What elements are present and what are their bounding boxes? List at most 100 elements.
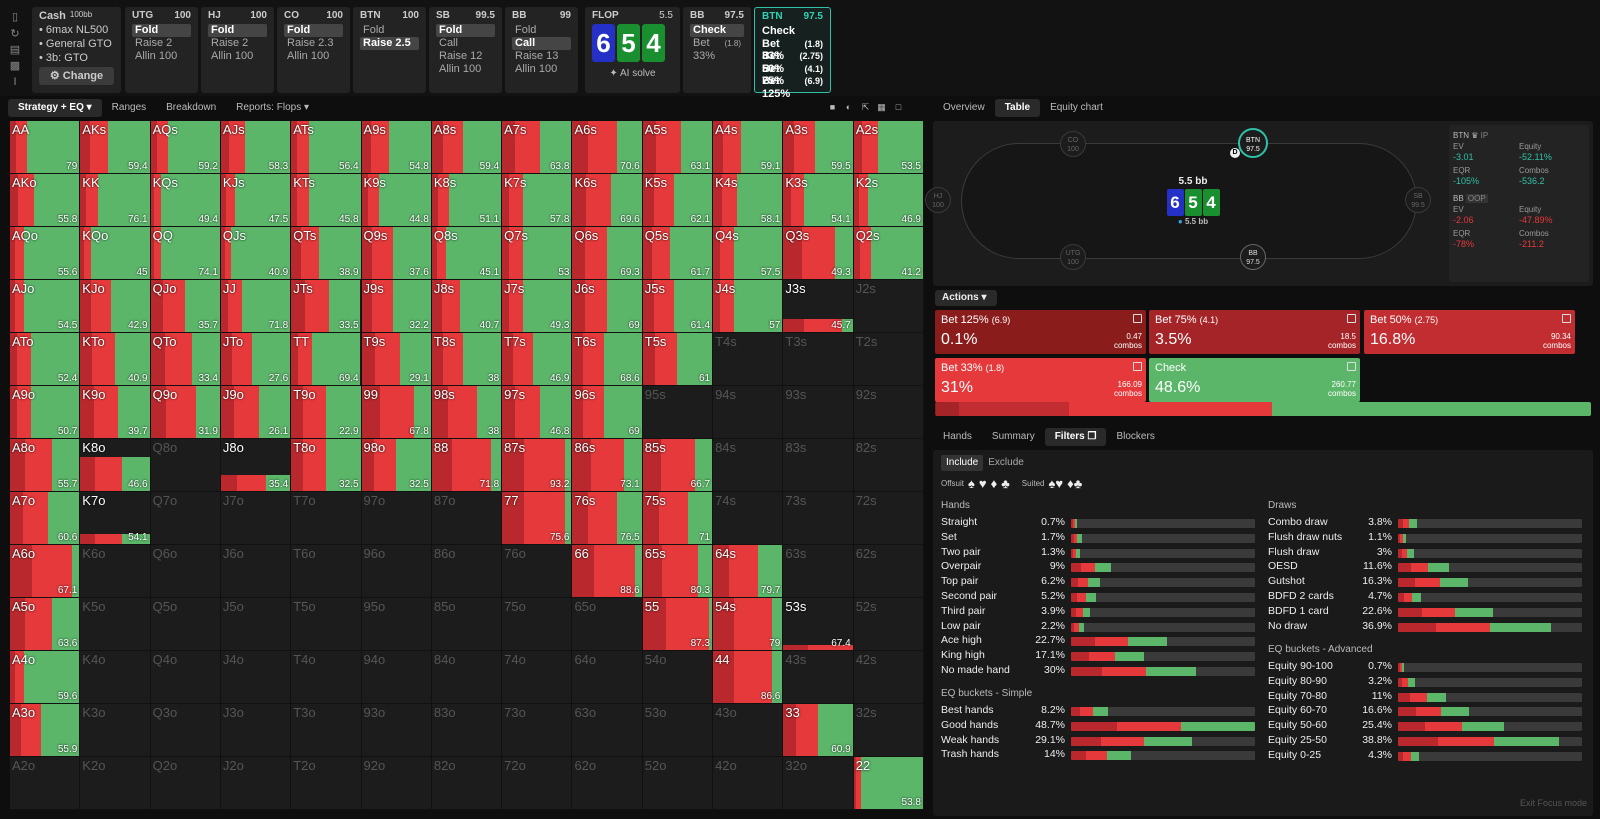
- hand-cell-88[interactable]: 88 71.8: [431, 439, 503, 492]
- hand-cell-A4o[interactable]: A4o 59.6: [10, 651, 81, 704]
- hand-cell-A9s[interactable]: A9s 54.8: [361, 121, 432, 174]
- filter-row-equity-0-25[interactable]: Equity 0-25 4.3%: [1268, 749, 1584, 763]
- hand-cell-A4s[interactable]: A4s 59.1: [713, 121, 784, 174]
- hand-cell-J5o[interactable]: J5o: [220, 598, 292, 651]
- gamepad-icon[interactable]: ▩: [9, 60, 21, 72]
- tab-blockers[interactable]: Blockers: [1116, 431, 1155, 442]
- filter-row-third-pair[interactable]: Third pair 3.9%: [941, 605, 1257, 619]
- hand-cell-J8o[interactable]: J8o 35.4: [220, 439, 292, 492]
- hand-cell-96s[interactable]: 96s 69: [572, 386, 643, 439]
- filter-row-overpair[interactable]: Overpair 9%: [941, 560, 1257, 574]
- bb-node-action-check[interactable]: Check: [690, 24, 744, 37]
- hand-cell-62o[interactable]: 62o: [572, 757, 643, 810]
- hand-cell-63o[interactable]: 63o: [572, 704, 643, 757]
- filter-icon[interactable]: [1133, 314, 1142, 323]
- action-box-bet33[interactable]: Bet 33% (1.8) 31% 166.09 combos: [935, 358, 1146, 402]
- hand-cell-76s[interactable]: 76s 76.5: [572, 492, 643, 545]
- hand-cell-74s[interactable]: 74s: [713, 492, 784, 545]
- hand-cell-J4s[interactable]: J4s 57: [713, 280, 784, 333]
- position-box-btn[interactable]: BTN 100 Fold Raise 2.5: [353, 7, 426, 93]
- hand-cell-J3s[interactable]: J3s 45.7: [783, 280, 854, 333]
- hand-cell-T6s[interactable]: T6s 68.6: [572, 333, 643, 386]
- hand-cell-AA[interactable]: AA 79: [10, 121, 81, 174]
- text-icon[interactable]: I: [13, 76, 17, 88]
- position-action[interactable]: Fold: [363, 24, 385, 36]
- hand-cell-97s[interactable]: 97s 46.8: [502, 386, 573, 439]
- hand-cell-T8o[interactable]: T8o 32.5: [291, 439, 362, 492]
- hand-cell-94o[interactable]: 94o: [361, 651, 432, 704]
- hand-cell-J3o[interactable]: J3o: [220, 704, 292, 757]
- hand-cell-95s[interactable]: 95s: [642, 386, 714, 439]
- filter-row-straight[interactable]: Straight 0.7%: [941, 516, 1257, 530]
- position-action[interactable]: Raise 2: [135, 37, 173, 49]
- hand-cell-A8s[interactable]: A8s 59.4: [431, 121, 503, 174]
- hand-cell-64s[interactable]: 64s 79.7: [713, 545, 784, 598]
- expand-icon[interactable]: ⇱: [861, 102, 870, 112]
- hand-cell-98s[interactable]: 98s 38: [431, 386, 503, 439]
- hand-cell-93o[interactable]: 93o: [361, 704, 432, 757]
- hand-cell-75o[interactable]: 75o: [502, 598, 573, 651]
- exit-focus-mode-link[interactable]: Exit Focus mode: [1519, 798, 1587, 808]
- filter-icon[interactable]: [1133, 362, 1142, 371]
- position-action[interactable]: Fold: [132, 24, 191, 37]
- hand-cell-32o[interactable]: 32o: [783, 757, 854, 810]
- filter-row-gutshot[interactable]: Gutshot 16.3%: [1268, 575, 1584, 589]
- filter-row-bdfd-1-card[interactable]: BDFD 1 card 22.6%: [1268, 605, 1584, 619]
- change-button[interactable]: ⚙ Change: [39, 67, 114, 85]
- btn-node-action[interactable]: Bet 50% (2.75): [762, 50, 823, 75]
- position-action[interactable]: Fold: [436, 24, 495, 37]
- hand-cell-53o[interactable]: 53o: [642, 704, 714, 757]
- hand-cell-K4o[interactable]: K4o: [80, 651, 151, 704]
- hand-cell-T3s[interactable]: T3s: [783, 333, 854, 386]
- hand-cell-95o[interactable]: 95o: [361, 598, 432, 651]
- hand-cell-AQs[interactable]: AQs 59.2: [150, 121, 221, 174]
- hand-cell-K6s[interactable]: K6s 69.6: [572, 174, 643, 227]
- position-box-hj[interactable]: HJ 100 Fold Raise 2 Allin 100: [201, 7, 274, 93]
- position-action[interactable]: Allin 100: [211, 50, 254, 62]
- hand-cell-J9s[interactable]: J9s 32.2: [361, 280, 432, 333]
- hand-cell-T7s[interactable]: T7s 46.9: [502, 333, 573, 386]
- filter-row-bdfd-2-cards[interactable]: BDFD 2 cards 4.7%: [1268, 590, 1584, 604]
- hand-cell-52o[interactable]: 52o: [642, 757, 714, 810]
- hand-cell-94s[interactable]: 94s: [713, 386, 784, 439]
- hand-cell-AKs[interactable]: AKs 59.4: [80, 121, 151, 174]
- filter-row-set[interactable]: Set 1.7%: [941, 531, 1257, 545]
- position-action[interactable]: Raise 2.3: [287, 37, 334, 49]
- hand-cell-Q6s[interactable]: Q6s 69.3: [572, 227, 643, 280]
- hand-cell-J7o[interactable]: J7o: [220, 492, 292, 545]
- heart-icon[interactable]: ♥: [978, 476, 987, 491]
- filter-row-no-made-hand[interactable]: No made hand 30%: [941, 664, 1257, 678]
- hand-cell-Q7o[interactable]: Q7o: [150, 492, 221, 545]
- hand-cell-62s[interactable]: 62s: [853, 545, 924, 598]
- bb-node-box[interactable]: BB 97.5 Check Bet 33% (1.8): [683, 7, 751, 93]
- cube-icon[interactable]: ■: [829, 102, 836, 112]
- position-action[interactable]: Raise 13: [515, 50, 559, 62]
- hand-cell-AKo[interactable]: AKo 55.8: [10, 174, 81, 227]
- hand-cell-66[interactable]: 66 88.6: [572, 545, 643, 598]
- hand-cell-43s[interactable]: 43s: [783, 651, 854, 704]
- hand-cell-A8o[interactable]: A8o 55.7: [10, 439, 81, 492]
- hand-cell-J8s[interactable]: J8s 40.7: [431, 280, 503, 333]
- position-action[interactable]: Call: [512, 37, 571, 50]
- hand-cell-Q3s[interactable]: Q3s 49.3: [783, 227, 854, 280]
- hand-cell-73o[interactable]: 73o: [502, 704, 573, 757]
- position-box-sb[interactable]: SB 99.5 Fold Call Raise 12 Allin 100: [429, 7, 502, 93]
- position-action[interactable]: Raise 2.5: [360, 37, 419, 50]
- hand-cell-83s[interactable]: 83s: [783, 439, 854, 492]
- hand-cell-K9s[interactable]: K9s 44.8: [361, 174, 432, 227]
- action-box-bet50[interactable]: Bet 50% (2.75) 16.8% 90.34 combos: [1364, 310, 1575, 354]
- btn-node-action[interactable]: Bet 125% (6.9): [762, 75, 823, 100]
- filter-row-two-pair[interactable]: Two pair 1.3%: [941, 546, 1257, 560]
- hand-cell-J6o[interactable]: J6o: [220, 545, 292, 598]
- action-box-bet125[interactable]: Bet 125% (6.9) 0.1% 0.47 combos: [935, 310, 1146, 354]
- hand-cell-Q8s[interactable]: Q8s 45.1: [431, 227, 503, 280]
- position-action[interactable]: Allin 100: [439, 63, 482, 75]
- hand-cell-33[interactable]: 33 60.9: [783, 704, 854, 757]
- hand-cell-QJo[interactable]: QJo 35.7: [150, 280, 221, 333]
- grid-icon[interactable]: ▦: [877, 102, 886, 112]
- hand-cell-72s[interactable]: 72s: [853, 492, 924, 545]
- hand-cell-K7o[interactable]: K7o 54.1: [80, 492, 151, 545]
- hand-cell-T4o[interactable]: T4o: [291, 651, 362, 704]
- hand-cell-K6o[interactable]: K6o: [80, 545, 151, 598]
- hand-cell-A6o[interactable]: A6o 67.1: [10, 545, 81, 598]
